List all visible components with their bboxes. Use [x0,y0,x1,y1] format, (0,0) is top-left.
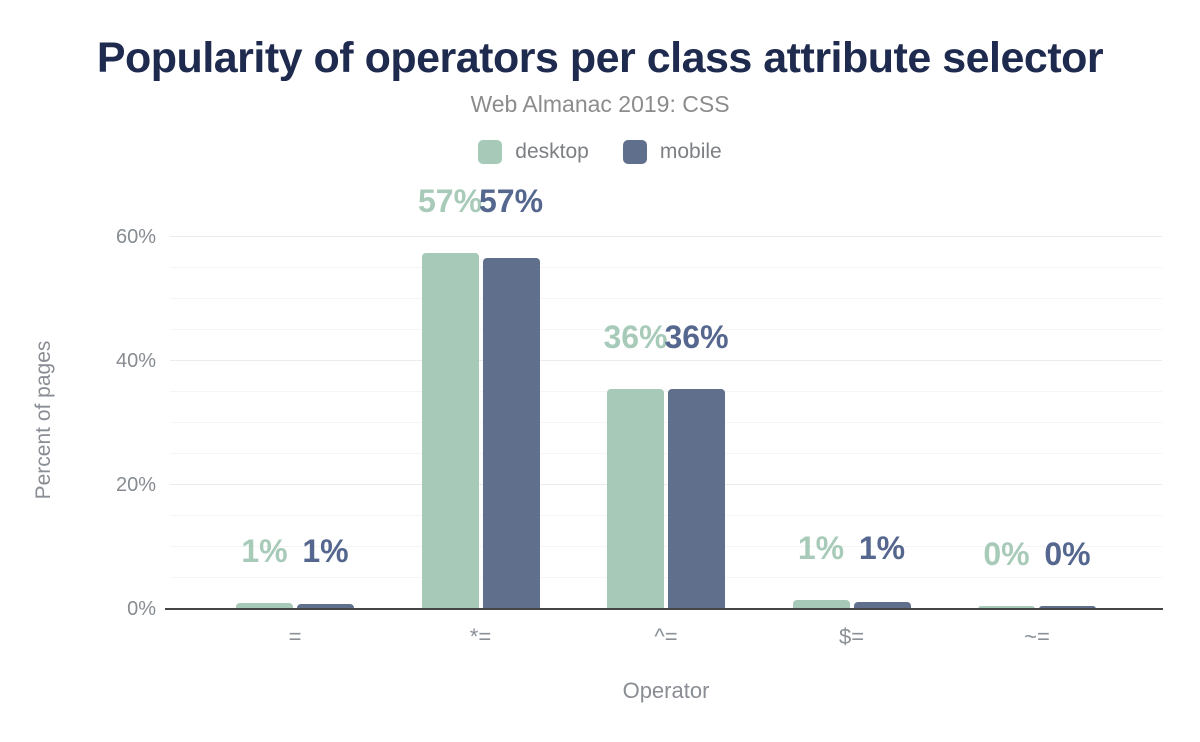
x-tick-label-$=: $= [838,624,865,649]
y-tick-label-60: 60% [115,226,156,248]
bar-value-label-mobile-*=: 57% [478,183,544,220]
gridline-40 [170,360,1162,361]
legend-label: desktop [515,140,589,163]
legend-label: mobile [659,140,722,163]
legend-item-mobile: mobile [622,140,722,164]
x-tick-label-*=: *= [469,624,492,649]
y-tick-label-40: 40% [115,350,156,372]
bar-group-$=: 1% 1% $= [792,219,911,649]
y-axis-ticks: 0% 20% 40% 60% [86,219,156,619]
x-tick-label-~=: ~= [1024,624,1050,649]
plot-area: 1% 1% = 57% 57% *= 36% 36% ^= 1% 1% $= 0% 0% ~= [165,185,1163,649]
legend-swatch-desktop [478,140,503,164]
bar-value-label-desktop-=: 1% [241,533,288,570]
bar-desktop-= [236,603,293,609]
x-tick-label-^=: ^= [654,624,678,649]
legend-swatch-mobile [622,140,647,164]
bar-value-label-desktop-~=: 0% [983,536,1030,572]
gridline-25 [170,453,1162,454]
gridline-50 [170,298,1162,299]
bar-value-label-mobile-^=: 36% [664,318,729,355]
bar-desktop-*= [421,253,479,609]
y-tick-label-0: 0% [127,598,156,620]
gridline-20 [170,484,1162,485]
bar-value-label-desktop-$=: 1% [797,530,845,567]
bar-value-label-mobile-$=: 1% [858,530,906,567]
y-tick-label-20: 20% [115,474,156,496]
chart-subtitle: Web Almanac 2019: CSS [470,91,730,117]
gridline-35 [170,391,1162,392]
bar-group-=: 1% 1% = [236,219,354,649]
gridline-30 [170,422,1162,423]
bar-value-label-mobile-~=: 0% [1044,536,1091,572]
bar-mobile-^= [668,388,725,609]
bar-mobile-= [297,603,354,609]
bar-mobile-$= [853,602,911,609]
bar-value-label-mobile-=: 1% [302,533,349,570]
legend-item-desktop: desktop [478,140,589,164]
bar-desktop-$= [792,600,850,609]
bar-group-*=: 57% 57% *= [418,185,543,649]
gridline-45 [170,329,1162,330]
gridline-10 [170,546,1162,547]
chart-title: Popularity of operators per class attrib… [96,34,1104,82]
gridline-55 [170,267,1162,268]
bar-group-^=: 36% 36% ^= [603,219,729,649]
x-tick-label-=: = [288,624,302,649]
x-axis-title: Operator [622,678,710,703]
bar-mobile-*= [482,258,540,609]
legend: desktop mobile [0,140,1200,164]
gridline-15 [170,515,1162,516]
bar-value-label-desktop-*=: 57% [417,183,483,220]
y-axis-title: Percent of pages [32,340,55,500]
bar-value-label-desktop-^=: 36% [603,318,668,355]
bar-desktop-^= [607,388,664,609]
bar-group-~=: 0% 0% ~= [978,219,1096,649]
gridline-60 [170,236,1162,237]
gridline-5 [170,577,1162,578]
x-axis-line [165,607,1163,610]
